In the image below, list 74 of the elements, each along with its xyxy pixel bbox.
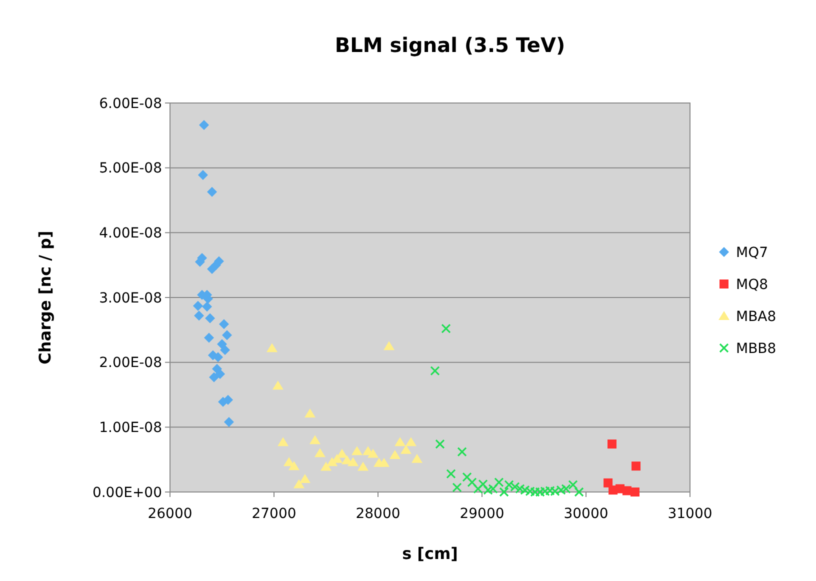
point bbox=[400, 444, 412, 454]
point bbox=[368, 448, 379, 458]
point bbox=[389, 450, 400, 460]
y-tick-label: 5.00E-08 bbox=[99, 160, 162, 177]
point bbox=[202, 302, 212, 312]
chart-title: BLM signal (3.5 TeV) bbox=[334, 33, 566, 57]
y-tick-label: 2.00E-08 bbox=[99, 355, 162, 372]
point bbox=[314, 448, 326, 458]
x-tick-label: 28000 bbox=[356, 506, 400, 522]
x-tick-label: 30000 bbox=[564, 506, 608, 522]
point bbox=[217, 339, 227, 350]
point bbox=[293, 479, 304, 488]
point bbox=[205, 313, 216, 324]
point bbox=[320, 462, 332, 471]
legend-label: MBB8 bbox=[736, 340, 776, 357]
point bbox=[272, 380, 284, 390]
y-tick-label: 1.00E-08 bbox=[99, 420, 162, 436]
point bbox=[207, 264, 218, 274]
point bbox=[378, 458, 390, 467]
point bbox=[266, 343, 278, 352]
point bbox=[568, 480, 578, 490]
point bbox=[207, 186, 218, 197]
y-tick-label: 4.00E-08 bbox=[99, 226, 162, 242]
point bbox=[384, 341, 395, 350]
legend-label: MBA8 bbox=[736, 308, 776, 325]
x-tick-label: 29000 bbox=[460, 506, 504, 522]
point bbox=[208, 372, 219, 382]
point bbox=[218, 319, 229, 330]
point bbox=[199, 120, 210, 130]
point bbox=[223, 394, 234, 405]
point bbox=[204, 332, 214, 343]
point bbox=[198, 170, 208, 180]
x-tick-label: 27000 bbox=[252, 506, 296, 522]
point bbox=[604, 478, 613, 488]
point bbox=[299, 474, 310, 484]
point bbox=[394, 437, 406, 446]
point bbox=[441, 324, 451, 334]
point bbox=[351, 446, 362, 456]
point bbox=[213, 352, 224, 362]
legend-label: MQ8 bbox=[736, 276, 768, 293]
x-tick-label: 31000 bbox=[668, 506, 712, 522]
point bbox=[430, 366, 440, 376]
y-tick-label: 0.00E+00 bbox=[92, 484, 162, 501]
point bbox=[499, 487, 509, 497]
point bbox=[446, 469, 456, 479]
point bbox=[405, 437, 416, 446]
point bbox=[304, 408, 316, 418]
point bbox=[192, 300, 203, 311]
point bbox=[412, 454, 422, 463]
x-axis-title: s [cm] bbox=[402, 544, 458, 563]
y-tick-label: 3.00E-08 bbox=[99, 290, 162, 306]
point bbox=[608, 440, 616, 449]
point bbox=[462, 472, 472, 482]
point bbox=[630, 488, 640, 496]
point bbox=[224, 416, 234, 427]
point bbox=[288, 461, 300, 470]
point bbox=[309, 435, 320, 444]
point bbox=[574, 487, 584, 497]
point bbox=[278, 437, 289, 446]
point bbox=[194, 310, 204, 321]
point bbox=[215, 369, 226, 380]
y-axis-title: Charge [nc / p] bbox=[36, 230, 55, 364]
point bbox=[452, 482, 462, 492]
point bbox=[358, 462, 369, 471]
x-tick-label: 26000 bbox=[148, 506, 192, 522]
point bbox=[220, 345, 230, 356]
point bbox=[435, 439, 445, 449]
y-tick-label: 6.00E-08 bbox=[99, 96, 162, 112]
legend-label: MQ7 bbox=[736, 244, 768, 261]
point bbox=[457, 447, 467, 457]
point bbox=[632, 462, 641, 471]
point bbox=[222, 330, 232, 340]
point bbox=[348, 457, 359, 466]
point bbox=[336, 448, 348, 458]
